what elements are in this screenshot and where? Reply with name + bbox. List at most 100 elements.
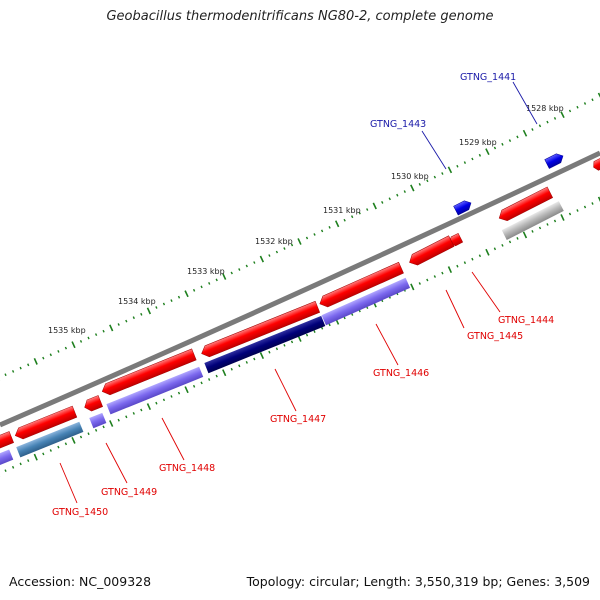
scale-tick-minor	[501, 243, 504, 247]
scale-tick-minor	[4, 469, 7, 472]
scale-tick-minor	[192, 288, 196, 292]
scale-tick-minor	[215, 278, 218, 282]
leader-lines	[59, 81, 538, 504]
scale-tick-major	[485, 248, 490, 256]
scale-tick-major	[259, 255, 265, 263]
scale-tick-minor	[170, 299, 173, 302]
scale-tick-major	[222, 273, 227, 280]
scale-tick-minor	[155, 306, 158, 309]
scale-tick-major	[522, 231, 528, 239]
scale-tick-minor	[245, 264, 248, 268]
gene-label-reverse[interactable]: GTNG_1445	[467, 331, 523, 342]
gene-arrow-reverse[interactable]	[82, 395, 103, 412]
scale-tick-minor	[546, 120, 549, 124]
scale-tick-minor	[253, 261, 256, 264]
scale-tick-minor	[94, 333, 98, 336]
scale-tick-minor	[463, 261, 467, 265]
feature-bar[interactable]	[321, 277, 411, 326]
gene-arrow-reverse[interactable]	[13, 405, 78, 441]
gene-label-reverse[interactable]: GTNG_1447	[270, 414, 326, 425]
scale-tick-minor	[19, 462, 22, 466]
leader-line	[471, 271, 501, 313]
scale-tick-minor	[162, 302, 166, 306]
feature-bar[interactable]	[501, 201, 564, 240]
scale-tick-minor	[478, 153, 482, 157]
gene-arrow-reverse[interactable]	[100, 348, 197, 397]
gene-arrow-forward[interactable]	[453, 198, 474, 216]
scale-label: 1532 kbp	[255, 237, 293, 246]
scale-ticks-inner	[0, 196, 600, 477]
scale-tick-minor	[200, 285, 203, 289]
scale-tick-minor	[546, 223, 549, 226]
scale-tick-minor	[162, 398, 166, 402]
scale-tick-minor	[328, 225, 331, 229]
leader-line	[59, 462, 78, 504]
scale-tick-minor	[27, 363, 30, 367]
scale-label: 1534 kbp	[118, 297, 156, 306]
forward-genes	[453, 151, 566, 216]
gene-label-reverse[interactable]: GTNG_1450	[52, 507, 108, 518]
gene-label-reverse[interactable]: GTNG_1449	[101, 487, 157, 498]
gene-arrow-forward[interactable]	[544, 151, 566, 169]
scale-tick-major	[109, 324, 114, 332]
scale-tick-minor	[493, 247, 497, 251]
scale-label: 1535 kbp	[48, 326, 86, 335]
scale-tick-minor	[433, 275, 437, 278]
scale-tick-minor	[381, 200, 384, 204]
feature-bar[interactable]	[204, 315, 326, 374]
scale-tick-minor	[4, 373, 7, 377]
gene-label-forward[interactable]: GTNG_1441	[460, 72, 516, 83]
scale-tick-major	[259, 352, 265, 360]
scale-tick-minor	[508, 139, 512, 143]
gene-label-reverse[interactable]: GTNG_1448	[159, 463, 215, 474]
gene-arrow-reverse[interactable]	[0, 431, 14, 450]
map-title: Geobacillus thermodenitrificans NG80-2, …	[106, 9, 494, 24]
scale-tick-minor	[208, 282, 211, 285]
gene-label-reverse[interactable]: GTNG_1444	[498, 315, 554, 326]
scale-tick-minor	[170, 395, 173, 398]
gene-arrow-reverse[interactable]	[199, 300, 321, 359]
scale-tick-minor	[305, 236, 309, 240]
leader-line	[421, 130, 447, 170]
feature-bar[interactable]	[16, 421, 84, 458]
scale-tick-minor	[268, 350, 271, 354]
scale-tick-minor	[478, 254, 482, 258]
gene-label-forward[interactable]: GTNG_1443	[370, 119, 426, 130]
scale-tick-minor	[441, 172, 444, 175]
scale-tick-minor	[79, 340, 83, 343]
gene-arrow-reverse[interactable]	[496, 186, 554, 224]
gene-arrow-reverse[interactable]	[407, 235, 455, 268]
scale-tick-minor	[328, 323, 331, 327]
gene-labels: GTNG_1441 GTNG_1443 GTNG_1444 GTNG_1445 …	[52, 72, 554, 518]
scale-tick-minor	[117, 323, 120, 326]
scale-tick-minor	[418, 282, 421, 285]
scale-tick-minor	[125, 319, 128, 323]
protein-features	[0, 201, 564, 467]
gene-label-reverse[interactable]: GTNG_1446	[373, 368, 429, 379]
scale-tick-major	[560, 214, 565, 221]
scale-label: 1530 kbp	[391, 172, 429, 181]
feature-bar[interactable]	[106, 366, 204, 415]
reverse-genes	[0, 157, 600, 450]
scale-tick-minor	[177, 295, 181, 299]
scale-tick-minor	[57, 445, 60, 449]
scale-tick-minor	[351, 313, 354, 316]
scale-tick-major	[184, 290, 189, 298]
gene-arrow-reverse[interactable]	[591, 157, 600, 172]
scale-tick-minor	[576, 105, 579, 109]
scale-tick-major	[297, 238, 302, 245]
scale-tick-major	[410, 184, 415, 192]
scale-label: 1533 kbp	[187, 267, 225, 276]
feature-bar[interactable]	[0, 449, 14, 467]
scale-tick-minor	[19, 366, 22, 370]
scale-tick-minor	[79, 435, 83, 439]
scale-tick-minor	[253, 357, 256, 361]
scale-tick-major	[447, 266, 453, 274]
scale-tick-minor	[471, 157, 474, 161]
feature-bar[interactable]	[89, 412, 107, 429]
scale-tick-minor	[403, 190, 406, 193]
gene-arrow-reverse[interactable]	[317, 261, 404, 309]
scale-tick-minor	[531, 128, 534, 131]
